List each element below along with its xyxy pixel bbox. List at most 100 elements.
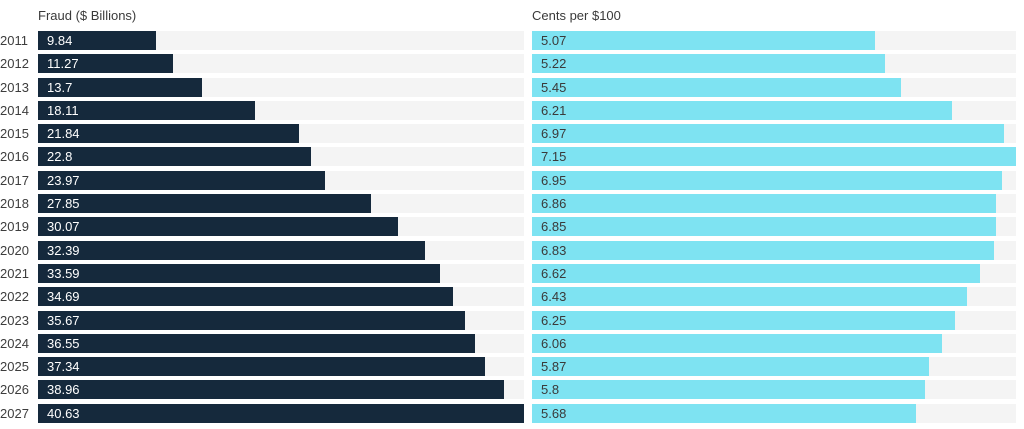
rate-value-label: 6.25 [541,312,567,328]
fraud-bar-track: 22.8 [38,147,524,167]
year-label: 2022 [0,289,29,305]
chart-row: 2012 11.27 5.22 [0,54,1016,74]
rate-bar-track: 5.68 [532,403,1016,423]
fraud-bar-track: 9.84 [38,31,524,50]
rate-cell: 6.83 [524,240,1016,260]
year-label: 2013 [0,79,29,95]
chart-row: 2026 38.96 5.8 [0,380,1016,400]
year-label: 2021 [0,265,29,281]
fraud-bar: 33.59 [38,263,440,283]
fraud-value-label: 35.67 [47,312,80,328]
fraud-bar-track: 37.34 [38,357,524,377]
rate-bar-track: 6.62 [532,263,1016,283]
fraud-bar-track: 35.67 [38,310,524,330]
rate-cell: 6.85 [524,217,1016,237]
rate-cell: 6.95 [524,170,1016,190]
rate-bar-track: 6.85 [532,217,1016,237]
fraud-value-label: 13.7 [47,79,73,95]
rate-value-label: 6.97 [541,126,567,142]
fraud-value-label: 33.59 [47,265,80,281]
rate-cell: 5.07 [524,31,1016,50]
rate-cell: 6.97 [524,124,1016,144]
year-label: 2020 [0,242,29,258]
rate-bar: 6.97 [532,124,1004,144]
fraud-value-label: 11.27 [47,56,79,72]
fraud-value-label: 21.84 [47,126,80,142]
chart-row: 2015 21.84 6.97 [0,124,1016,144]
fraud-bar-track: 11.27 [38,54,524,74]
rate-bar: 6.62 [532,263,981,283]
fraud-bar: 23.97 [38,170,325,190]
chart-header-row: Fraud ($ Billions) Cents per $100 [0,6,1016,26]
rate-bar-track: 6.06 [532,333,1016,353]
chart-row: 2013 13.7 5.45 [0,77,1016,97]
fraud-value-label: 18.11 [47,102,79,118]
rate-bar-track: 6.83 [532,240,1016,260]
rate-value-label: 6.43 [541,289,567,305]
fraud-bar: 13.7 [38,77,202,97]
left-chart-title: Fraud ($ Billions) [38,8,137,23]
rate-bar: 5.8 [532,380,925,400]
rate-value-label: 7.15 [541,149,567,165]
rate-bar: 5.45 [532,77,901,97]
fraud-value-label: 40.63 [47,405,80,421]
fraud-bar-track: 32.39 [38,240,524,260]
rate-bar-track: 6.43 [532,287,1016,307]
fraud-bar: 37.34 [38,357,485,377]
rate-bar: 6.95 [532,170,1003,190]
rate-bar: 5.22 [532,54,886,74]
rate-value-label: 5.22 [541,56,567,72]
rate-bar: 6.83 [532,240,995,260]
chart-row: 2020 32.39 6.83 [0,240,1016,260]
rate-bar-track: 7.15 [532,147,1016,167]
year-label: 2012 [0,56,29,72]
chart-rows: 2011 9.84 5.07 2012 11.27 5.22 [0,31,1016,423]
fraud-bar-track: 34.69 [38,287,524,307]
rate-value-label: 6.06 [541,335,567,351]
fraud-bar: 34.69 [38,287,453,307]
fraud-value-label: 22.8 [47,149,73,165]
rate-bar: 6.43 [532,287,968,307]
chart-row: 2011 9.84 5.07 [0,31,1016,50]
fraud-bar-track: 36.55 [38,333,524,353]
rate-bar-track: 6.95 [532,170,1016,190]
fraud-bar-track: 33.59 [38,263,524,283]
fraud-value-label: 30.07 [47,219,80,235]
rate-cell: 5.87 [524,357,1016,377]
rate-bar: 5.07 [532,31,876,50]
year-label: 2011 [0,33,28,48]
rate-value-label: 6.85 [541,219,567,235]
fraud-bar: 18.11 [38,100,255,120]
fraud-bar: 11.27 [38,54,173,74]
rate-bar-track: 6.21 [532,100,1016,120]
fraud-value-label: 9.84 [47,33,73,48]
rate-bar: 7.15 [532,147,1016,167]
chart-row: 2017 23.97 6.95 [0,170,1016,190]
rate-bar: 6.25 [532,310,956,330]
chart-row: 2027 40.63 5.68 [0,403,1016,423]
rate-cell: 7.15 [524,147,1016,167]
rate-bar-track: 6.97 [532,124,1016,144]
fraud-value-label: 37.34 [47,359,80,375]
rate-value-label: 6.83 [541,242,567,258]
fraud-bar: 32.39 [38,240,426,260]
rate-cell: 5.22 [524,54,1016,74]
rate-cell: 6.25 [524,310,1016,330]
chart-row: 2014 18.11 6.21 [0,100,1016,120]
rate-bar: 6.86 [532,194,997,214]
rate-bar: 6.21 [532,100,953,120]
rate-value-label: 5.8 [541,382,560,398]
rate-value-label: 6.86 [541,196,567,212]
rate-cell: 6.06 [524,333,1016,353]
fraud-bar: 36.55 [38,333,476,353]
rate-value-label: 5.07 [541,33,567,48]
fraud-bar-track: 21.84 [38,124,524,144]
fraud-bar-track: 40.63 [38,403,524,423]
rate-bar: 5.87 [532,357,930,377]
rate-bar-track: 6.86 [532,194,1016,214]
year-label: 2019 [0,219,29,235]
rate-bar: 5.68 [532,403,917,423]
rate-value-label: 5.45 [541,79,567,95]
year-label: 2016 [0,149,29,165]
